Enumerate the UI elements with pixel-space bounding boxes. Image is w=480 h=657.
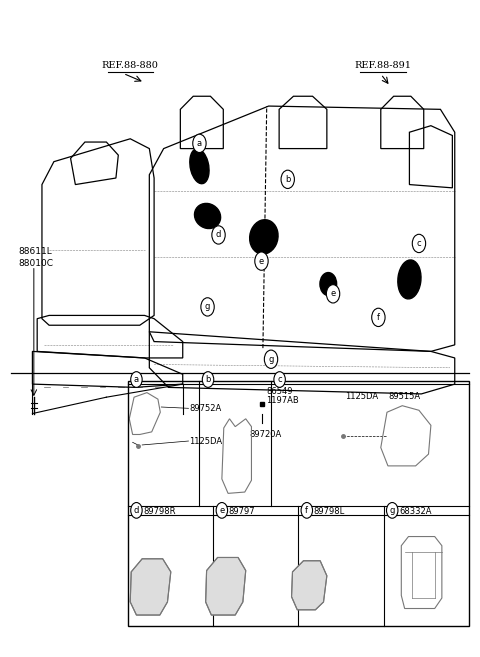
Text: REF.88-880: REF.88-880 [102, 61, 159, 70]
Circle shape [301, 503, 312, 518]
Text: 1197AB: 1197AB [266, 396, 299, 405]
Text: e: e [219, 506, 225, 515]
Text: e: e [330, 289, 336, 298]
Circle shape [131, 503, 142, 518]
Text: 88010C: 88010C [18, 259, 53, 267]
Circle shape [326, 284, 340, 303]
Bar [128, 381, 469, 626]
Text: f: f [377, 313, 380, 322]
Text: 1125DA: 1125DA [345, 392, 378, 401]
Text: b: b [285, 175, 290, 184]
Text: 89752A: 89752A [190, 405, 222, 413]
Polygon shape [205, 558, 246, 615]
Text: b: b [205, 375, 211, 384]
Text: g: g [390, 506, 395, 515]
Circle shape [201, 298, 214, 316]
Text: d: d [216, 231, 221, 239]
Text: 89720A: 89720A [250, 430, 282, 439]
Text: 89798L: 89798L [313, 507, 345, 516]
Text: REF.88-891: REF.88-891 [355, 61, 412, 70]
Text: a: a [197, 139, 202, 148]
Text: 89798R: 89798R [143, 507, 176, 516]
Polygon shape [291, 560, 327, 610]
Circle shape [212, 226, 225, 244]
Text: g: g [268, 355, 274, 364]
Ellipse shape [398, 260, 421, 299]
Polygon shape [130, 559, 171, 615]
Text: g: g [205, 302, 210, 311]
Circle shape [131, 372, 142, 388]
Text: 1125DA: 1125DA [190, 436, 223, 445]
Text: 88611L: 88611L [18, 247, 52, 256]
Circle shape [281, 170, 294, 189]
Ellipse shape [320, 273, 336, 296]
Text: a: a [134, 375, 139, 384]
Text: c: c [417, 239, 421, 248]
Ellipse shape [194, 204, 221, 229]
Text: f: f [305, 506, 308, 515]
Circle shape [372, 308, 385, 327]
Circle shape [193, 134, 206, 152]
Circle shape [216, 503, 228, 518]
Circle shape [264, 350, 278, 369]
Text: 89797: 89797 [228, 507, 255, 516]
Circle shape [386, 503, 398, 518]
Text: 89515A: 89515A [388, 392, 420, 401]
Text: 86549: 86549 [266, 387, 293, 396]
Circle shape [412, 235, 426, 252]
Ellipse shape [190, 149, 209, 184]
Text: c: c [277, 375, 282, 384]
Text: 68332A: 68332A [399, 507, 432, 516]
Circle shape [274, 372, 285, 388]
Ellipse shape [250, 219, 278, 254]
Text: e: e [259, 257, 264, 265]
Circle shape [255, 252, 268, 270]
Text: d: d [134, 506, 139, 515]
Circle shape [202, 372, 214, 388]
